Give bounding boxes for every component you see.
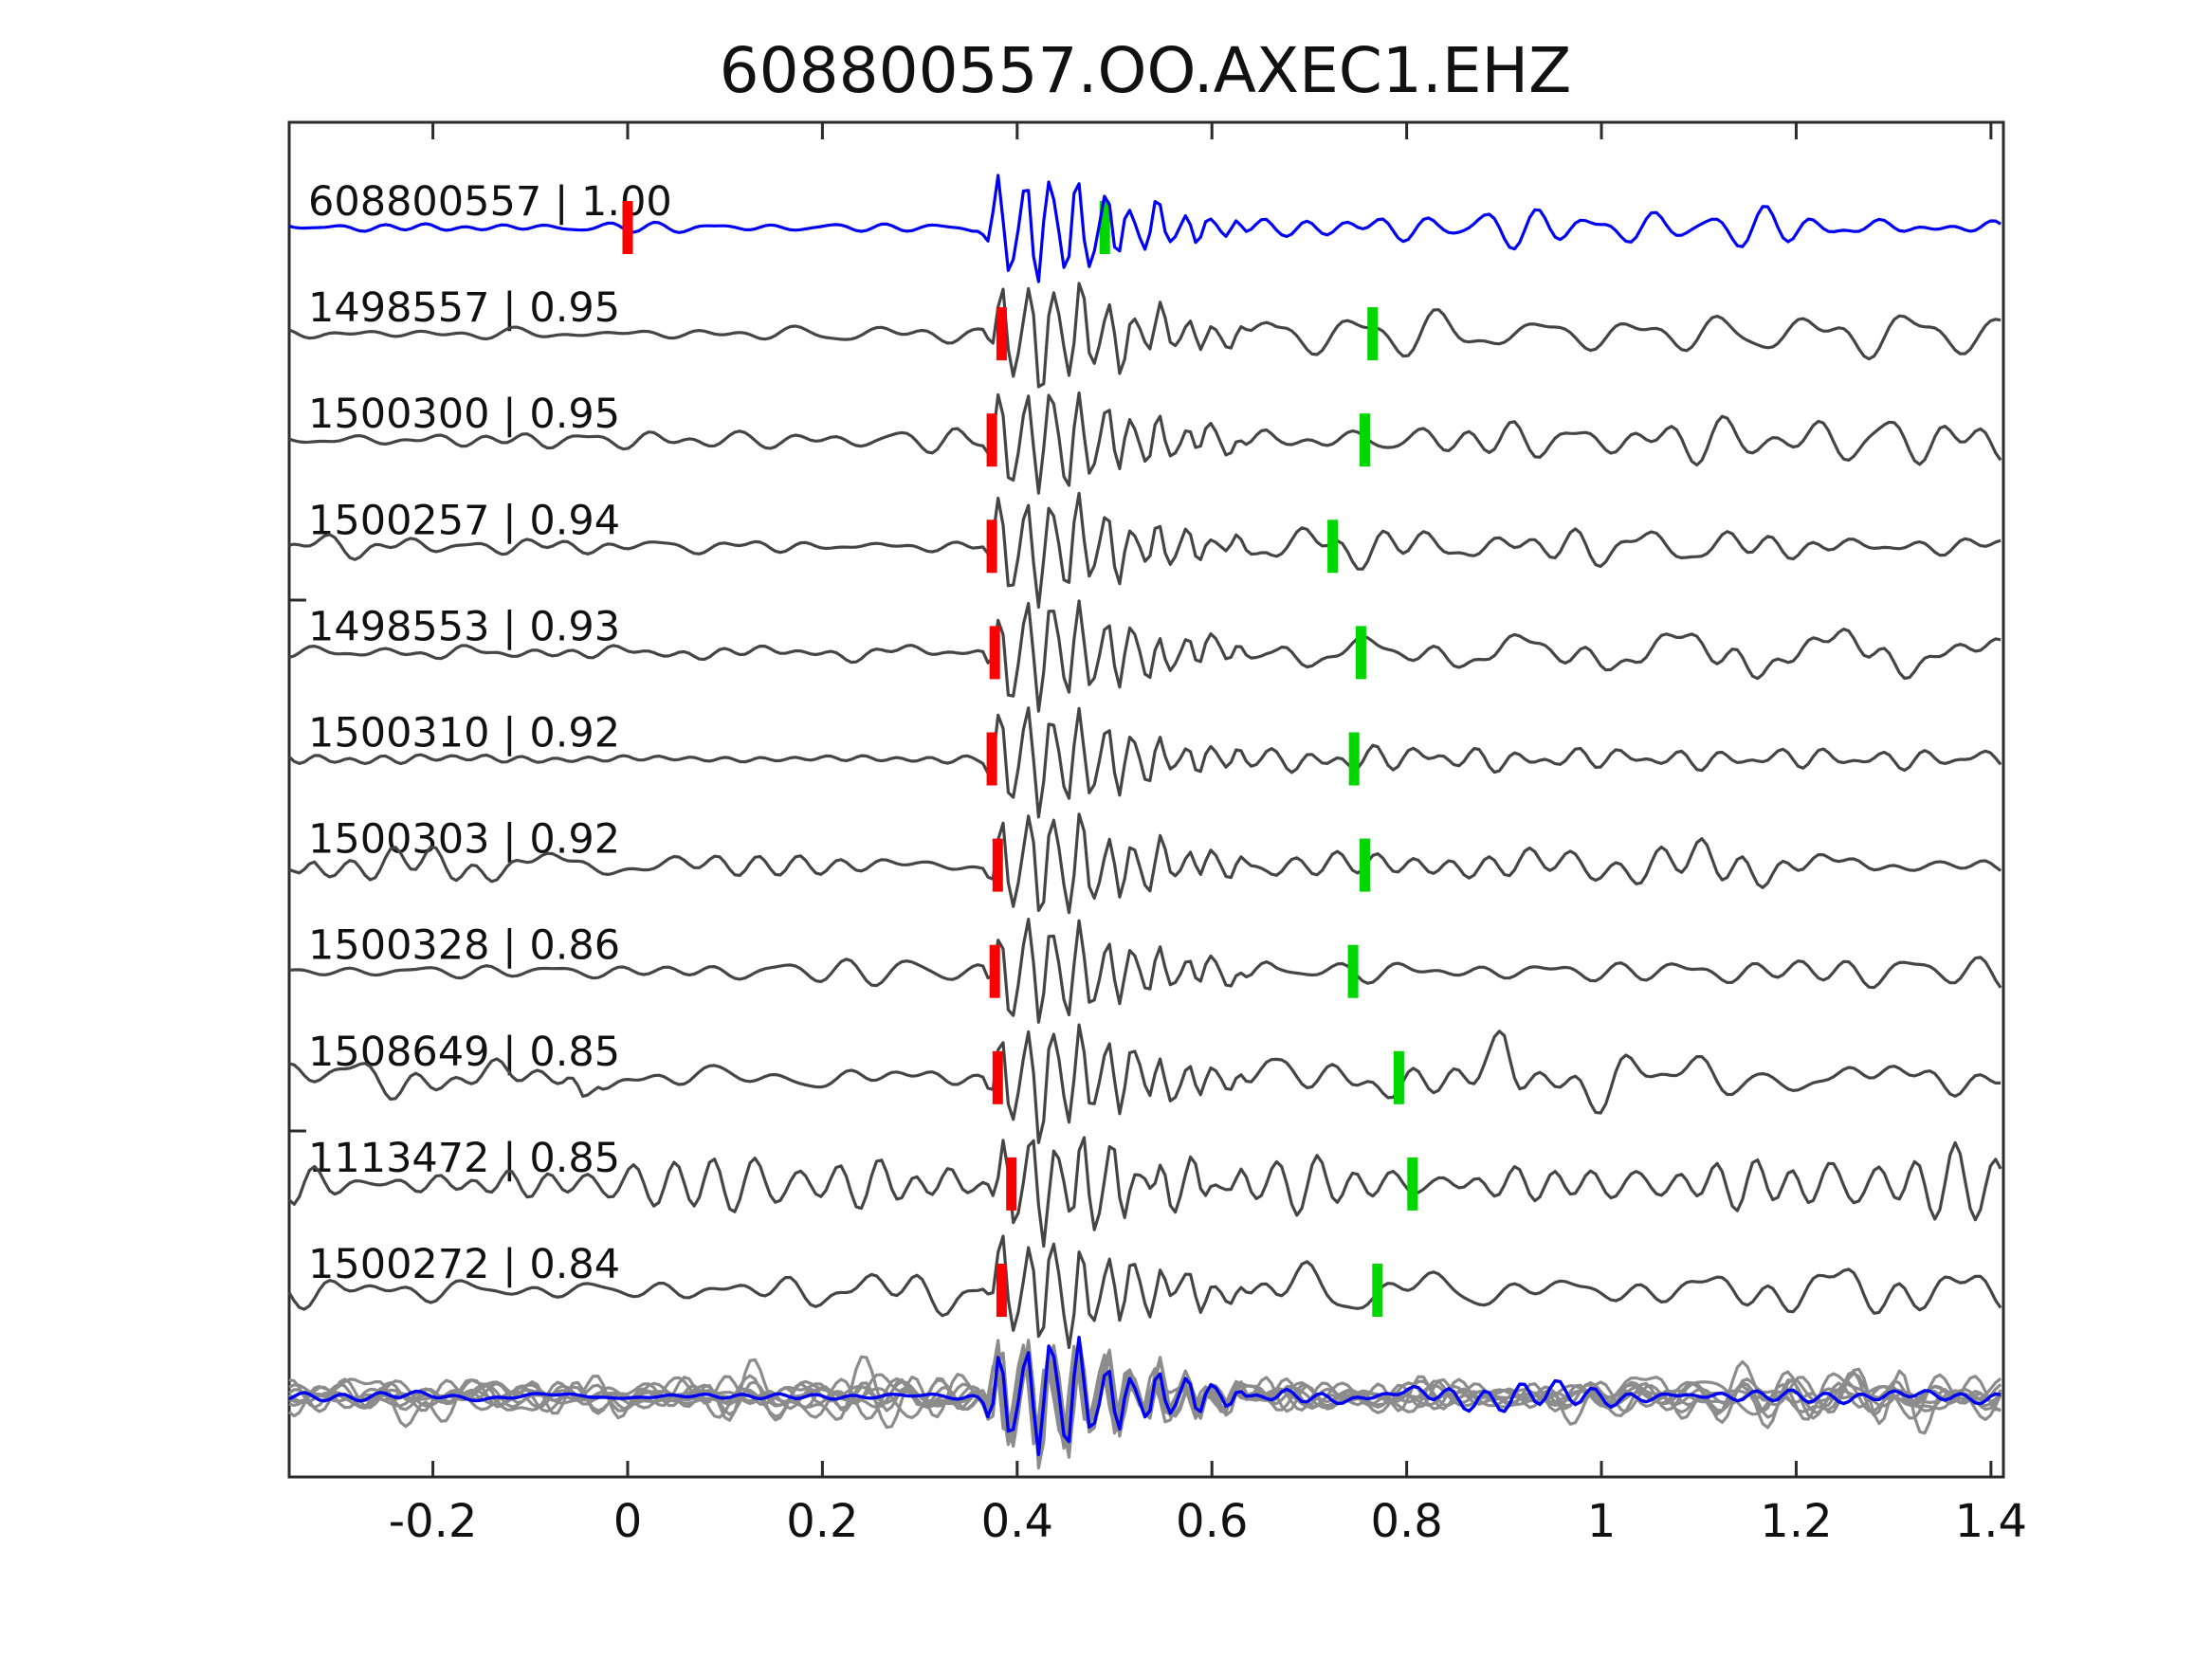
- trace-label: 608800557 | 1.00: [308, 178, 672, 226]
- red-pick-marker: [986, 732, 997, 786]
- green-pick-marker: [1348, 732, 1360, 786]
- green-pick-marker: [1355, 626, 1366, 680]
- stack-row: [287, 1335, 2002, 1470]
- green-pick-marker: [1360, 413, 1370, 467]
- trace-label: 1498553 | 0.93: [308, 603, 620, 650]
- trace-label: 1113472 | 0.85: [308, 1135, 620, 1182]
- detection-waveform: [288, 491, 2002, 610]
- green-pick-marker: [1393, 1050, 1404, 1104]
- trace-row: 1500303 | 0.92: [288, 812, 2002, 915]
- detection-waveform: [288, 599, 2002, 713]
- trace-label: 1508649 | 0.85: [308, 1029, 620, 1076]
- green-pick-marker: [1372, 1264, 1383, 1317]
- red-pick-marker: [996, 307, 1007, 361]
- x-tick-label: 1: [1587, 1495, 1617, 1548]
- trace-label: 1500310 | 0.92: [308, 710, 620, 757]
- x-tick-label: 1.2: [1760, 1495, 1832, 1548]
- figure-title: 608800557.OO.AXEC1.EHZ: [720, 34, 1572, 107]
- green-pick-marker: [1360, 838, 1370, 892]
- red-pick-marker: [992, 1050, 1003, 1104]
- red-pick-marker: [989, 944, 1000, 998]
- red-pick-marker: [996, 1264, 1007, 1317]
- trace-label: 1500328 | 0.86: [308, 922, 620, 970]
- trace-row: 1500300 | 0.95: [288, 391, 2002, 495]
- green-pick-marker: [1327, 520, 1339, 574]
- x-tick-label: 0.4: [981, 1495, 1053, 1548]
- detection-waveform: [288, 1023, 2002, 1145]
- red-pick-marker: [622, 201, 633, 254]
- detection-waveform: [287, 1136, 2002, 1249]
- red-pick-marker: [989, 626, 1000, 680]
- trace-row: 1500328 | 0.86: [288, 917, 2002, 1024]
- red-pick-marker: [1006, 1157, 1017, 1211]
- trace-row: 1508649 | 0.85: [288, 1023, 2002, 1145]
- trace-row: 1113472 | 0.85: [287, 1135, 2002, 1249]
- x-tick-label: -0.2: [389, 1495, 478, 1548]
- x-tick-label: 0: [613, 1495, 643, 1548]
- x-tick-label: 0.8: [1370, 1495, 1442, 1548]
- x-tick-label: 1.4: [1955, 1495, 2027, 1548]
- trace-row: 1498553 | 0.93: [288, 599, 2002, 713]
- plot-area: -0.2 0 0.2 0.4 0.6 0.8 1 1.2 1.4 608800557 | 1.00…: [287, 120, 2027, 1548]
- detection-waveform: [288, 812, 2002, 915]
- trace-label: 1500300 | 0.95: [308, 391, 620, 438]
- detection-waveform: [287, 706, 2002, 819]
- trace-row: 1500310 | 0.92: [287, 706, 2002, 819]
- trace-row: 1500272 | 0.84: [287, 1234, 2002, 1350]
- green-pick-marker: [1347, 944, 1359, 998]
- detection-waveform: [288, 282, 2002, 389]
- x-tick-label: 0.2: [786, 1495, 858, 1548]
- trace-label: 1500303 | 0.92: [308, 816, 620, 864]
- detection-waveform: [287, 1234, 2002, 1350]
- detection-waveform: [288, 917, 2002, 1024]
- stack-template-waveform: [288, 1335, 2002, 1457]
- x-tick-label: 0.6: [1176, 1495, 1248, 1548]
- trace-row: 1498557 | 0.95: [288, 282, 2002, 389]
- trace-row: 608800557 | 1.00: [288, 173, 2002, 283]
- trace-label: 1500257 | 0.94: [308, 497, 620, 544]
- red-pick-marker: [986, 520, 997, 574]
- template-waveform: [288, 173, 2002, 283]
- red-pick-marker: [986, 413, 997, 467]
- trace-label: 1498557 | 0.95: [308, 284, 620, 332]
- plot-border: [287, 120, 2005, 1479]
- detection-waveform: [288, 391, 2002, 495]
- green-pick-marker: [1099, 201, 1110, 254]
- red-pick-marker: [992, 838, 1003, 892]
- green-pick-marker: [1367, 307, 1379, 361]
- trace-row: 1500257 | 0.94: [288, 491, 2002, 610]
- green-pick-marker: [1407, 1157, 1418, 1211]
